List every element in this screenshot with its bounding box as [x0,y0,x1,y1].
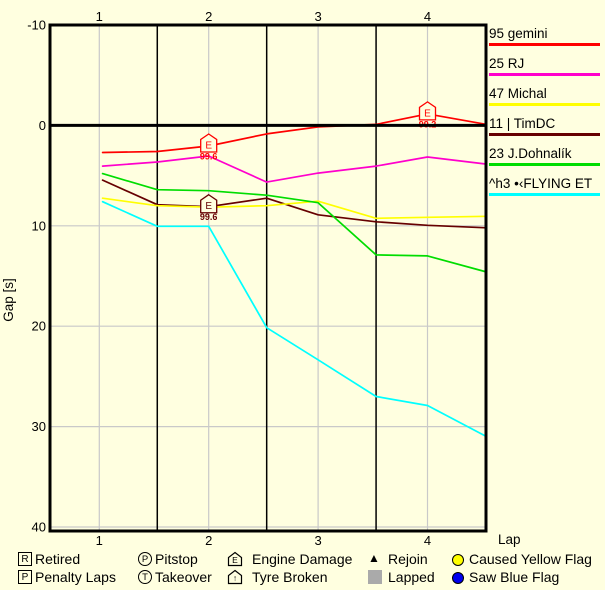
legend-item-label: Engine Damage [252,551,353,567]
legend-driver-label: 25 RJ [489,56,525,71]
marker-value: 99.6 [200,212,218,222]
saw-blue-flag-icon [452,572,464,584]
legend-driver-label: 11 | TimDC [489,116,556,131]
series-line-25-rj [101,155,488,183]
series-lines [101,113,488,438]
y-tick-label: 0 [39,118,46,133]
marker-symbol: E [205,201,212,212]
svg-text:E: E [232,555,238,565]
svg-text:↑: ↑ [233,573,237,583]
marker-symbol: E [424,108,431,119]
x-axis-title: Lap [498,532,521,547]
lapped-icon [368,570,382,584]
lap-dividers [156,25,377,531]
legend-item-label: Pitstop [155,551,198,567]
legend-item-label: Penalty Laps [35,569,116,585]
rejoin-icon: ▲ [368,551,380,565]
legend-color-bar [489,103,600,106]
legend-item-label: Lapped [388,569,435,585]
legend-entry-23-j-dohnal-k: 23 J.Dohnalík [489,146,605,166]
y-tick-label: 10 [32,218,46,233]
x-tick-label-top: 1 [96,9,103,24]
legend-color-bar [489,133,600,136]
marker-value: 99.6 [200,151,218,161]
legend-driver-label: 47 Michal [489,86,547,101]
x-tick-label-top: 4 [424,9,431,24]
y-tick-label: 20 [32,319,46,334]
axis-labels: 1 1 2 2 3 3 4 4 -10 0 10 20 30 40 Lap Gap [s] [1,9,521,548]
y-tick-label: -10 [27,18,46,33]
legend-driver-label: ^h3 •‹FLYING ET [489,176,593,191]
legend-item-label: Tyre Broken [252,569,328,585]
penalty-laps-icon: P [18,570,32,584]
takeover-icon: T [138,570,152,584]
legend-entry-h3-flying-et: ^h3 •‹FLYING ET [489,176,605,196]
x-tick-label-bottom: 2 [205,533,212,548]
caused-yellow-flag-icon [452,554,464,566]
legend-color-bar [489,73,600,76]
y-tick-label: 40 [32,520,46,535]
engine-damage-icon [200,193,218,214]
x-tick-label-bottom: 3 [314,533,321,548]
series-line-h3-flying-et [101,200,488,438]
legend-item-label: Takeover [155,569,212,585]
x-tick-label-top: 3 [314,9,321,24]
engine-damage-icon [200,133,218,153]
legend-color-bar [489,193,600,196]
y-axis-title: Gap [s] [1,278,16,322]
legend-driver-label: 95 gemini [489,26,548,41]
legend-item-label: Retired [35,551,81,567]
engine-damage-marker: E99.6 [200,133,218,161]
axes [48,23,488,533]
legend-item-label: Caused Yellow Flag [469,551,592,567]
x-tick-label-bottom: 4 [424,533,431,548]
y-tick-label: 30 [32,419,46,434]
legend-entry-95-gemini: 95 gemini [489,26,605,46]
legend-entry-25-rj: 25 RJ [489,56,605,76]
x-tick-label-top: 2 [205,9,212,24]
legend-entry-11-timdc: 11 | TimDC [489,116,605,136]
engine-damage-marker: E99.6 [200,193,218,222]
series-line-23-j-dohnal-k [101,172,488,273]
legend-color-bar [489,163,600,166]
gap-chart: E99.6E99.6E99.211223344-10010203040LapGa… [1,9,521,548]
series-line-47-michal [101,197,488,220]
legend-driver-label: 23 J.Dohnalík [489,146,572,161]
marker-symbol: E [205,140,212,151]
engine-damage-icon: E [227,551,243,567]
legend-item-label: Rejoin [388,551,428,567]
plot-border [48,23,488,533]
x-tick-label-bottom: 1 [96,533,103,548]
tyre-broken-icon: ↑ [227,569,243,585]
legend-item-label: Saw Blue Flag [469,569,560,585]
pitstop-icon: P [138,552,152,566]
series-line-11-timdc [101,179,488,229]
retired-icon: R [18,552,32,566]
gridlines [50,25,486,531]
legend-entry-47-michal: 47 Michal [489,86,605,106]
legend-color-bar [489,43,600,46]
engine-damage-icon [418,101,437,121]
